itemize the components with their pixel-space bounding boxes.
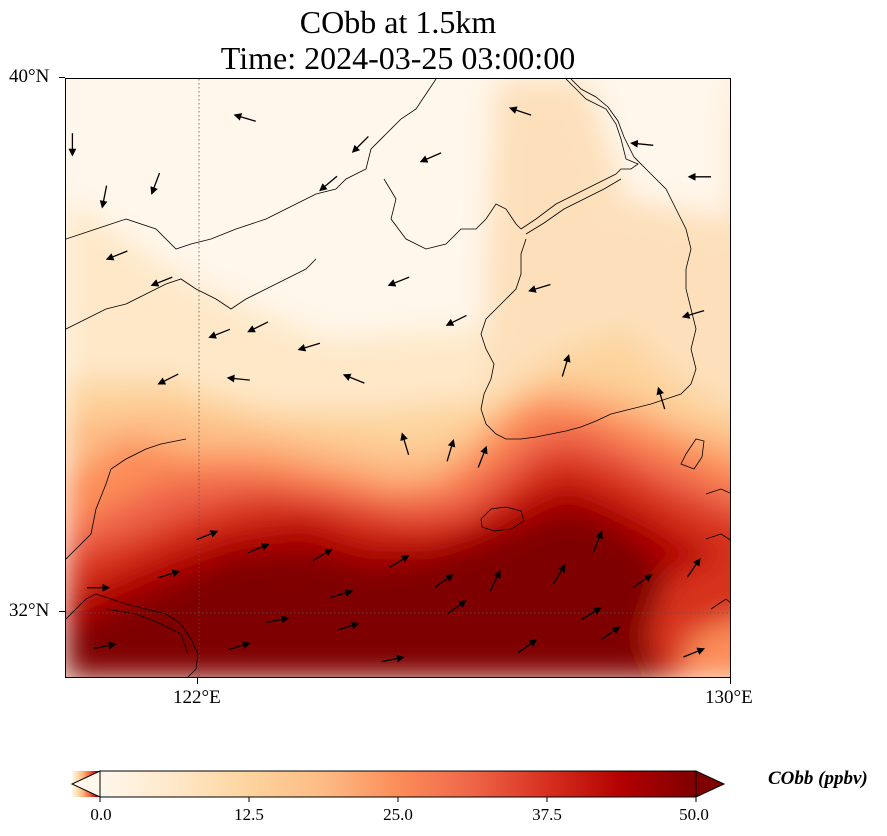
wind-arrow xyxy=(445,314,467,326)
wind-arrow xyxy=(337,621,360,631)
wind-arrow xyxy=(105,250,128,261)
lon-label-130: 130°E xyxy=(705,687,753,708)
lat-label-32: 32°N xyxy=(9,600,50,621)
wind-arrow xyxy=(247,543,270,554)
colorbar-tick-label-25: 25.0 xyxy=(383,805,413,824)
colorbar-tick-label-37-5: 37.5 xyxy=(532,805,562,824)
wind-arrow xyxy=(208,328,231,339)
wind-arrow xyxy=(99,185,108,209)
lat-label-40: 40°N xyxy=(9,66,50,87)
wind-arrow xyxy=(683,647,706,658)
wind-arrow xyxy=(157,569,181,579)
lon-tick-122 xyxy=(197,678,198,684)
wind-arrow xyxy=(226,374,250,383)
coastlines xyxy=(66,79,730,677)
wind-arrow xyxy=(528,283,551,293)
wind-arrow xyxy=(233,113,256,122)
wind-arrow xyxy=(656,386,666,410)
lon-label-122: 122°E xyxy=(173,687,221,708)
wind-arrow xyxy=(581,607,602,620)
wind-arrow xyxy=(477,445,488,468)
wind-arrow xyxy=(681,309,705,319)
wind-arrow xyxy=(517,639,538,654)
wind-arrow xyxy=(319,175,338,192)
wind-arrow xyxy=(552,564,566,585)
wind-arrow xyxy=(446,438,456,462)
wind-arrow xyxy=(630,139,654,148)
colorbar xyxy=(70,770,726,802)
colorbar-gradient xyxy=(100,771,696,797)
lon-tick-130 xyxy=(730,678,731,684)
colorbar-label: CObb (ppbv) xyxy=(768,768,868,789)
wind-arrow xyxy=(381,654,405,663)
wind-arrow xyxy=(434,574,454,589)
plot-title-line-1: CObb at 1.5km xyxy=(299,4,497,40)
colorbar-extend-max xyxy=(695,770,726,798)
concentration-field xyxy=(66,79,730,677)
wind-arrow xyxy=(150,172,161,195)
wind-arrow xyxy=(508,106,532,116)
wind-arrow xyxy=(266,615,290,624)
wind-arrow xyxy=(330,589,354,599)
wind-arrow xyxy=(632,574,653,589)
wind-arrow xyxy=(351,135,369,153)
colorbar-tick-label-50: 50.0 xyxy=(679,805,709,824)
wind-arrow xyxy=(419,152,442,163)
lat-tick-40 xyxy=(59,77,65,78)
wind-arrow xyxy=(389,555,410,568)
map-canvas xyxy=(66,79,730,677)
wind-arrow xyxy=(247,321,269,333)
wind-arrow xyxy=(312,548,333,562)
wind-arrow xyxy=(157,373,179,385)
wind-arrow xyxy=(387,276,410,287)
wind-arrow xyxy=(489,570,501,592)
wind-arrow xyxy=(686,558,701,578)
wind-arrow xyxy=(447,600,467,615)
wind-arrow xyxy=(400,432,410,455)
wind-arrow xyxy=(592,530,603,553)
wind-vector-layer xyxy=(68,106,711,663)
wind-arrow xyxy=(600,626,621,641)
wind-arrow xyxy=(561,354,571,377)
colorbar-ticks xyxy=(99,797,697,802)
plot-title-line-2: Time: 2024-03-25 03:00:00 xyxy=(220,40,576,76)
wind-arrow xyxy=(93,641,117,650)
wind-arrow xyxy=(342,373,365,384)
lat-tick-32 xyxy=(59,611,65,612)
wind-arrow xyxy=(228,641,251,651)
colorbar-tick-label-0: 0.0 xyxy=(90,805,112,824)
wind-arrow xyxy=(297,342,321,352)
map-panel xyxy=(65,78,731,678)
colorbar-tick-label-12-5: 12.5 xyxy=(234,805,264,824)
wind-arrow xyxy=(196,530,219,541)
wind-arrow xyxy=(150,276,173,287)
